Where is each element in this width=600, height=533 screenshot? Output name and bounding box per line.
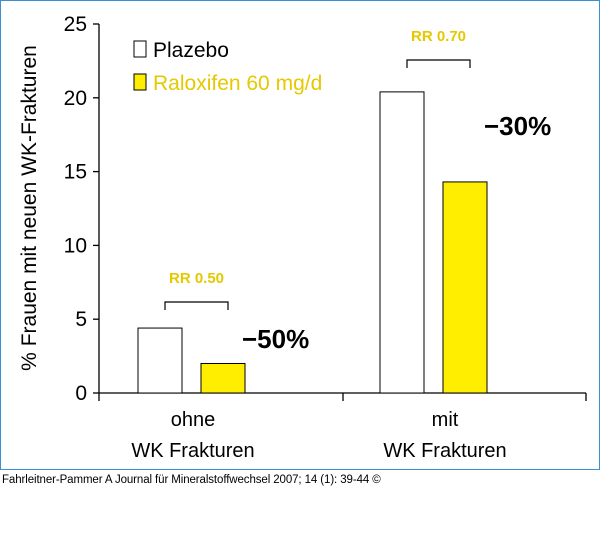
y-tick-label: 5 <box>75 308 87 331</box>
category-label-line1: mit <box>432 409 459 431</box>
y-tick-label: 0 <box>75 382 87 405</box>
bar-raloxifen <box>442 181 488 394</box>
rr-bracket <box>164 301 229 310</box>
bar-plazebo <box>379 91 425 394</box>
rr-label: RR 0.70 <box>411 28 466 45</box>
legend-swatch-plazebo <box>133 40 147 58</box>
category-label-line1: ohne <box>171 409 216 431</box>
legend-label-raloxifen: Raloxifen 60 mg/d <box>153 72 322 95</box>
bar-plazebo <box>137 327 183 394</box>
reduction-label: −30% <box>484 111 551 141</box>
y-tick-label: 25 <box>64 13 87 36</box>
bar-raloxifen <box>200 362 246 394</box>
reduction-label: −50% <box>242 324 309 354</box>
bar-chart: 0 5 10 15 20 25 % Frauen mit neuen WK-Frakture… <box>18 13 587 462</box>
y-tick-label: 15 <box>64 161 87 184</box>
y-tick-label: 10 <box>64 234 87 257</box>
category-label-line2: WK Frakturen <box>383 440 506 462</box>
rr-bracket <box>406 59 471 68</box>
legend-swatch-raloxifen <box>133 73 147 91</box>
y-tick-label: 20 <box>64 87 87 110</box>
rr-label: RR 0.50 <box>169 270 224 287</box>
chart-frame: 0 5 10 15 20 25 % Frauen mit neuen WK-Frakture… <box>0 0 600 470</box>
citation: Fahrleitner-Pammer A Journal für Mineral… <box>2 474 381 486</box>
category-label-line2: WK Frakturen <box>131 440 254 462</box>
y-axis-label: % Frauen mit neuen WK-Frakturen <box>18 45 41 371</box>
legend-label-plazebo: Plazebo <box>153 39 229 62</box>
